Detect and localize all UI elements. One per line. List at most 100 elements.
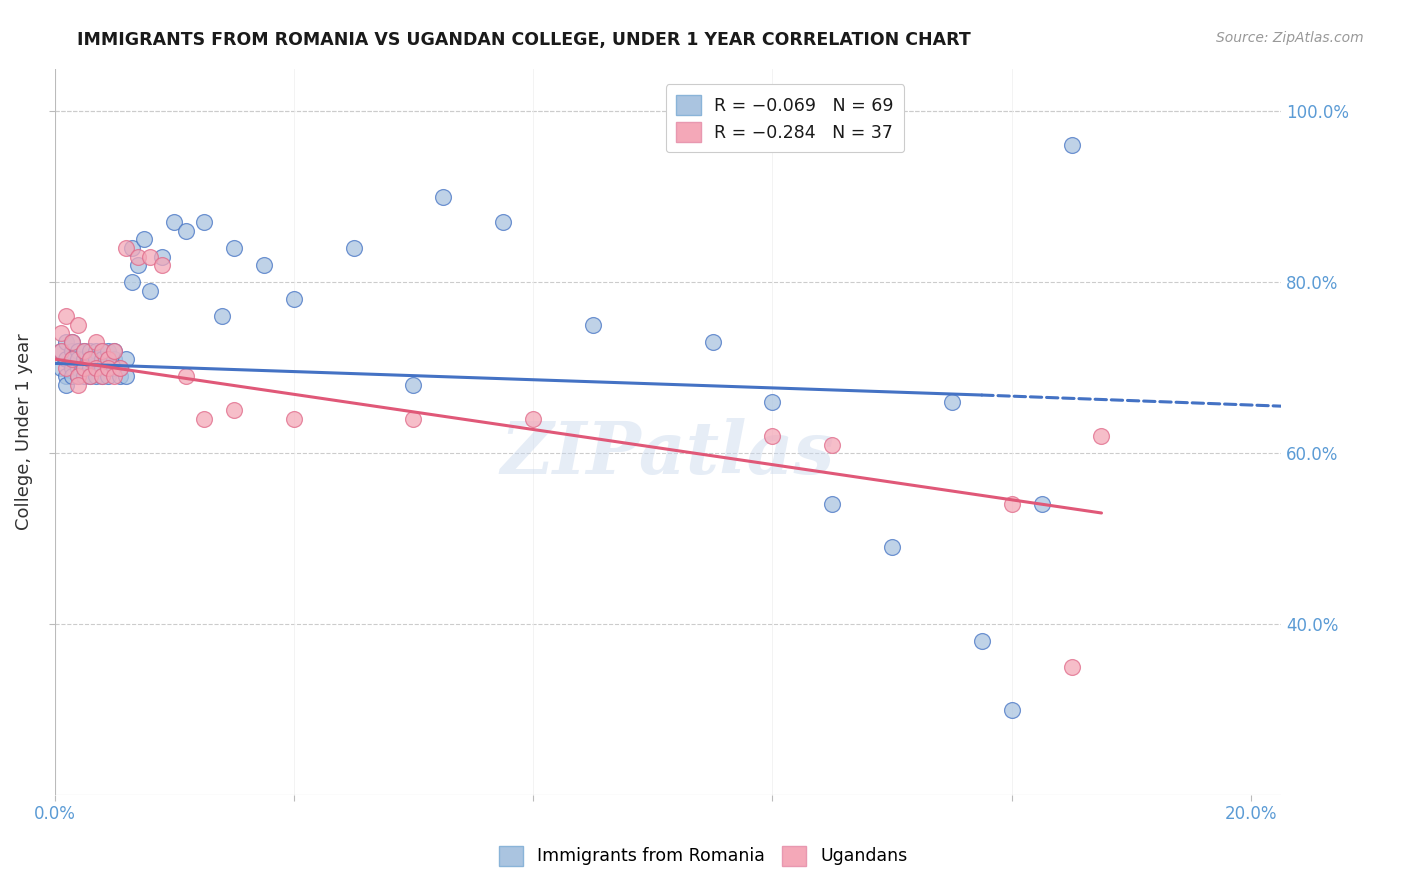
Point	[97, 360, 120, 375]
Point	[86, 360, 108, 375]
Point	[163, 215, 186, 229]
Point	[86, 343, 108, 358]
Point	[62, 352, 84, 367]
Point	[121, 241, 143, 255]
Point	[91, 343, 114, 358]
Point	[91, 369, 114, 384]
Point	[67, 318, 90, 332]
Point	[1031, 498, 1053, 512]
Legend: Immigrants from Romania, Ugandans: Immigrants from Romania, Ugandans	[492, 838, 914, 872]
Point	[193, 412, 215, 426]
Point	[79, 352, 101, 367]
Point	[67, 377, 90, 392]
Point	[55, 369, 77, 384]
Point	[97, 369, 120, 384]
Text: IMMIGRANTS FROM ROMANIA VS UGANDAN COLLEGE, UNDER 1 YEAR CORRELATION CHART: IMMIGRANTS FROM ROMANIA VS UGANDAN COLLE…	[77, 31, 972, 49]
Point	[49, 343, 72, 358]
Point	[62, 334, 84, 349]
Point	[67, 369, 90, 384]
Point	[761, 395, 783, 409]
Text: Source: ZipAtlas.com: Source: ZipAtlas.com	[1216, 31, 1364, 45]
Point	[110, 360, 132, 375]
Point	[73, 360, 96, 375]
Point	[91, 352, 114, 367]
Point	[127, 250, 149, 264]
Point	[91, 343, 114, 358]
Point	[103, 369, 125, 384]
Point	[150, 258, 173, 272]
Point	[86, 334, 108, 349]
Point	[121, 275, 143, 289]
Point	[55, 360, 77, 375]
Point	[402, 412, 425, 426]
Point	[432, 190, 454, 204]
Point	[110, 369, 132, 384]
Point	[402, 377, 425, 392]
Point	[1001, 498, 1024, 512]
Point	[49, 360, 72, 375]
Point	[73, 360, 96, 375]
Point	[880, 540, 903, 554]
Y-axis label: College, Under 1 year: College, Under 1 year	[15, 334, 32, 530]
Point	[174, 224, 197, 238]
Point	[1060, 660, 1083, 674]
Point	[103, 352, 125, 367]
Point	[193, 215, 215, 229]
Point	[582, 318, 605, 332]
Point	[91, 360, 114, 375]
Point	[55, 377, 77, 392]
Point	[55, 334, 77, 349]
Point	[62, 352, 84, 367]
Point	[67, 343, 90, 358]
Point	[103, 343, 125, 358]
Point	[222, 241, 245, 255]
Point	[86, 360, 108, 375]
Point	[67, 352, 90, 367]
Point	[139, 284, 162, 298]
Point	[761, 429, 783, 443]
Point	[821, 437, 844, 451]
Point	[86, 352, 108, 367]
Point	[941, 395, 963, 409]
Point	[79, 352, 101, 367]
Point	[174, 369, 197, 384]
Point	[150, 250, 173, 264]
Point	[67, 369, 90, 384]
Point	[103, 360, 125, 375]
Point	[62, 360, 84, 375]
Point	[115, 352, 138, 367]
Point	[73, 343, 96, 358]
Point	[821, 498, 844, 512]
Point	[49, 326, 72, 341]
Point	[970, 634, 993, 648]
Point	[110, 360, 132, 375]
Point	[97, 352, 120, 367]
Point	[91, 369, 114, 384]
Point	[1090, 429, 1112, 443]
Point	[522, 412, 544, 426]
Point	[283, 293, 305, 307]
Point	[343, 241, 366, 255]
Point	[222, 403, 245, 417]
Point	[139, 250, 162, 264]
Point	[127, 258, 149, 272]
Point	[62, 334, 84, 349]
Point	[79, 343, 101, 358]
Point	[115, 369, 138, 384]
Point	[73, 352, 96, 367]
Point	[73, 369, 96, 384]
Point	[79, 369, 101, 384]
Point	[62, 369, 84, 384]
Point	[1001, 703, 1024, 717]
Point	[253, 258, 276, 272]
Point	[73, 343, 96, 358]
Point	[79, 360, 101, 375]
Point	[86, 369, 108, 384]
Point	[97, 360, 120, 375]
Point	[283, 412, 305, 426]
Text: ZIPatlas: ZIPatlas	[501, 418, 835, 489]
Point	[115, 241, 138, 255]
Point	[702, 334, 724, 349]
Point	[62, 343, 84, 358]
Point	[211, 310, 233, 324]
